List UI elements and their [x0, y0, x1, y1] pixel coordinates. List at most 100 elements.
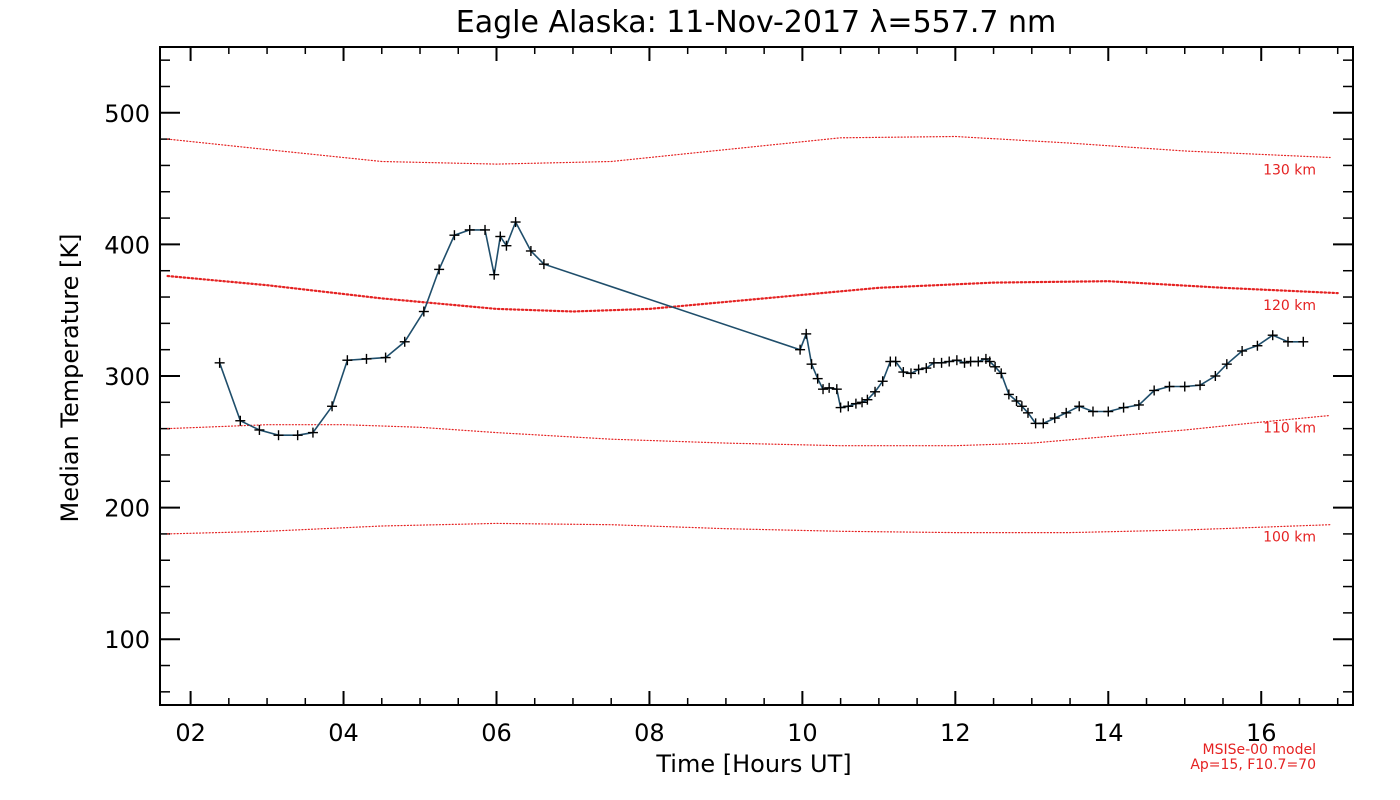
- data-point: [795, 344, 806, 355]
- data-point: [1016, 401, 1027, 412]
- data-point: [973, 356, 984, 367]
- data-point: [890, 356, 901, 367]
- model-curve-label: 120 km: [1263, 298, 1316, 314]
- x-tick-label: 10: [787, 719, 818, 747]
- data-point: [990, 361, 1001, 372]
- model-curve-label: 110 km: [1263, 420, 1316, 436]
- footnote-params: Ap=15, F10.7=70: [1190, 757, 1316, 773]
- x-tick-label: 02: [175, 719, 206, 747]
- data-point: [342, 355, 353, 366]
- data-point: [538, 259, 549, 270]
- data-point: [1133, 399, 1144, 410]
- data-point: [812, 373, 823, 384]
- data-point: [292, 430, 303, 441]
- data-point: [870, 386, 881, 397]
- data-point: [480, 224, 491, 235]
- data-point: [501, 240, 512, 251]
- x-axis-label: Time [Hours UT]: [655, 750, 851, 778]
- data-point: [996, 368, 1007, 379]
- data-point: [921, 363, 932, 374]
- data-point: [843, 401, 854, 412]
- data-point: [806, 359, 817, 370]
- model-curve-110-km: [167, 414, 1331, 447]
- data-point: [835, 402, 846, 413]
- x-tick-label: 14: [1093, 719, 1124, 747]
- data-point: [1179, 381, 1190, 392]
- data-point: [877, 376, 888, 387]
- data-point: [898, 367, 909, 378]
- y-tick-label: 100: [104, 626, 150, 654]
- chart-title: Eagle Alaska: 11-Nov-2017 λ=557.7 nm: [456, 5, 1056, 40]
- data-point: [273, 430, 284, 441]
- data-point: [1003, 389, 1014, 400]
- data-point: [1103, 406, 1114, 417]
- axis-ticks: [160, 47, 1353, 705]
- series-line: [218, 220, 1304, 436]
- data-point: [1074, 401, 1085, 412]
- x-tick-label: 16: [1246, 719, 1277, 747]
- model-curve-label: 130 km: [1263, 163, 1316, 179]
- y-tick-label: 300: [104, 363, 150, 391]
- data-point: [510, 217, 521, 228]
- y-axis-label: Median Temperature [K]: [56, 233, 84, 522]
- data-point: [1149, 385, 1160, 396]
- data-point: [1164, 381, 1175, 392]
- data-point: [361, 353, 372, 364]
- data-point: [489, 269, 500, 280]
- model-curve-130-km: [167, 135, 1331, 165]
- data-point: [525, 245, 536, 256]
- data-point: [1252, 340, 1263, 351]
- data-point: [495, 231, 506, 242]
- model-curve-120-km: [166, 274, 1339, 313]
- data-point: [418, 306, 429, 317]
- x-tick-label: 08: [634, 719, 665, 747]
- data-point: [831, 384, 842, 395]
- y-tick-label: 400: [104, 231, 150, 259]
- data-point: [984, 356, 995, 367]
- data-point: [1298, 336, 1309, 347]
- data-point: [235, 415, 246, 426]
- data-point: [905, 368, 916, 379]
- data-point: [1087, 406, 1098, 417]
- x-tick-label: 12: [940, 719, 971, 747]
- data-point: [464, 224, 475, 235]
- y-tick-label: 200: [104, 495, 150, 523]
- data-series: [214, 217, 1309, 441]
- data-point: [1221, 359, 1232, 370]
- data-point: [818, 384, 829, 395]
- data-point: [254, 424, 265, 435]
- data-point: [801, 328, 812, 339]
- x-tick-label: 06: [481, 719, 512, 747]
- data-point: [1118, 402, 1129, 413]
- data-point: [449, 230, 460, 241]
- data-point: [1011, 396, 1022, 407]
- data-point: [380, 352, 391, 363]
- data-point: [959, 357, 970, 368]
- data-point: [1022, 407, 1033, 418]
- data-point: [1195, 380, 1206, 391]
- data-point: [913, 364, 924, 375]
- data-point: [1282, 336, 1293, 347]
- data-point: [951, 355, 962, 366]
- data-point: [214, 357, 225, 368]
- data-point: [936, 357, 947, 368]
- data-point: [434, 264, 445, 275]
- data-point: [1061, 407, 1072, 418]
- plot-frame: [159, 46, 1354, 706]
- data-point: [1049, 413, 1060, 424]
- tick-labels: 02 04 06 08 10 12 14 16 100 200 300 400 500: [104, 100, 1276, 747]
- data-point: [944, 356, 955, 367]
- model-curve-100-km: [167, 522, 1331, 535]
- y-tick-label: 500: [104, 100, 150, 128]
- data-point: [1038, 418, 1049, 429]
- data-point: [327, 401, 338, 412]
- footnote-model: MSISe-00 model: [1202, 742, 1316, 758]
- data-point: [857, 397, 868, 408]
- model-curves: 130 km 120 km 110 km 100 km: [166, 135, 1339, 546]
- data-point: [307, 427, 318, 438]
- data-point: [1267, 330, 1278, 341]
- data-point: [399, 336, 410, 347]
- model-curve-label: 100 km: [1263, 530, 1316, 546]
- data-point: [824, 382, 835, 393]
